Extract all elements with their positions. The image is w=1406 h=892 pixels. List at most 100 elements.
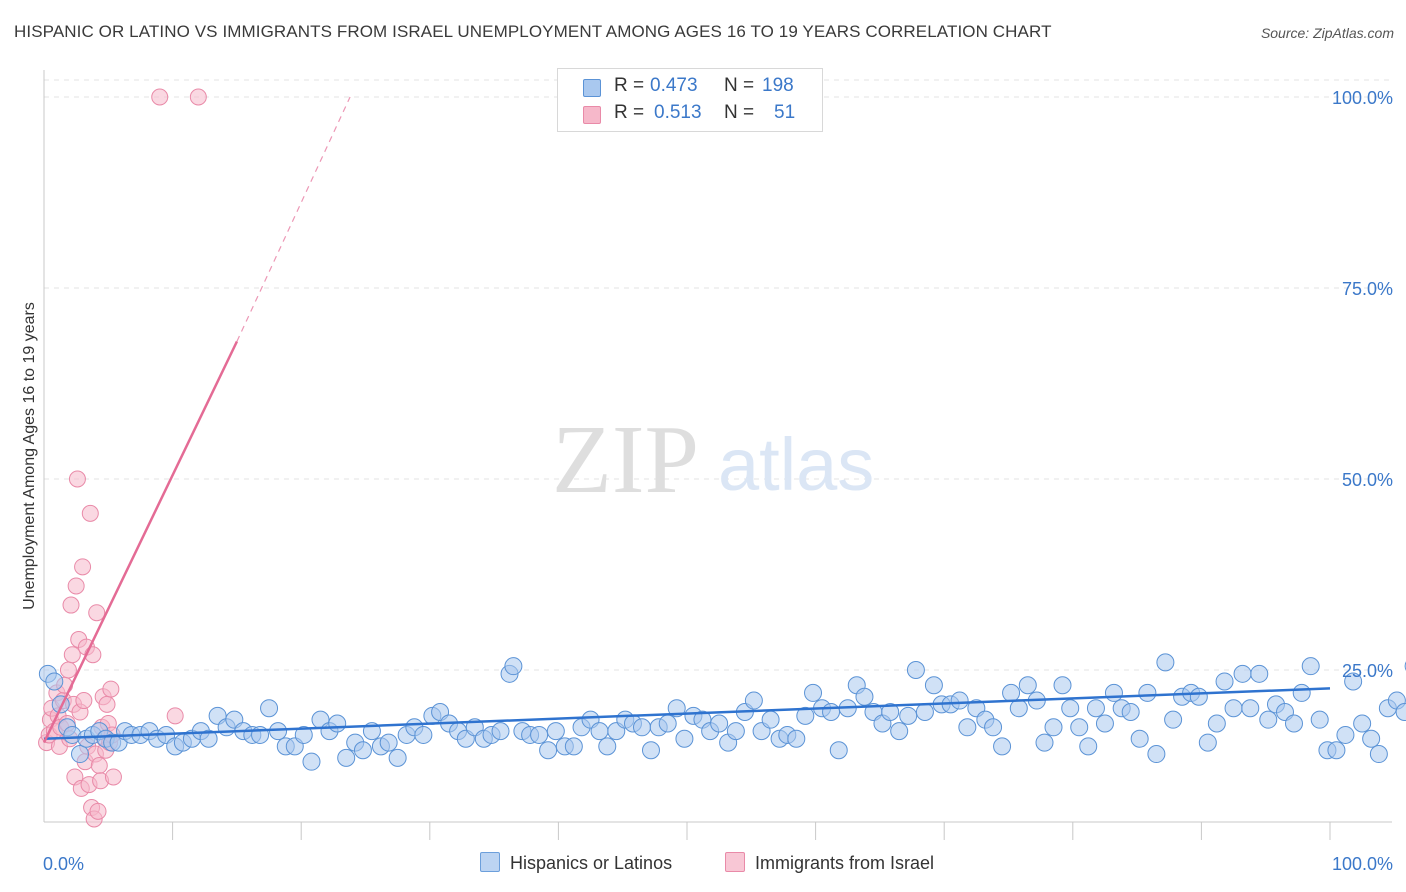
point-hispanics-or-latinos (546, 722, 565, 741)
point-hispanics-or-latinos (804, 683, 823, 702)
point-hispanics-or-latinos (504, 657, 523, 676)
point-hispanics-or-latinos (1207, 714, 1226, 733)
point-hispanics-or-latinos (675, 729, 694, 748)
point-hispanics-or-latinos (1147, 745, 1166, 764)
point-immigrants-from-israel (62, 596, 80, 614)
legend-item-israel: Immigrants from Israel (725, 852, 934, 874)
point-hispanics-or-latinos (906, 661, 925, 679)
point-hispanics-or-latinos (414, 725, 433, 744)
point-hispanics-or-latinos (1044, 718, 1063, 737)
trend-lines (42, 96, 1331, 744)
trend-line-israel-extension (236, 96, 351, 342)
y-tick-labels: 25.0% 50.0% 75.0% 100.0% (1332, 88, 1393, 681)
point-hispanics-or-latinos (924, 676, 943, 695)
r-value: 0.473 (650, 75, 698, 96)
point-hispanics-or-latinos (761, 710, 780, 729)
point-hispanics-or-latinos (1079, 737, 1098, 756)
point-hispanics-or-latinos (1061, 699, 1080, 718)
point-hispanics-or-latinos (1095, 714, 1114, 733)
legend-label-israel: Immigrants from Israel (755, 853, 935, 873)
point-hispanics-or-latinos (1241, 699, 1260, 718)
point-immigrants-from-israel (81, 504, 99, 522)
point-hispanics-or-latinos (855, 687, 874, 706)
point-hispanics-or-latinos (598, 737, 617, 756)
legend-item-hispanics: Hispanics or Latinos (480, 852, 672, 874)
point-hispanics-or-latinos (829, 741, 848, 760)
x-tick-label-max: 100.0% (1332, 854, 1393, 874)
point-hispanics-or-latinos (1224, 699, 1243, 718)
r-label: R = (614, 102, 645, 123)
point-hispanics-or-latinos (710, 714, 729, 733)
point-hispanics-or-latinos (539, 741, 558, 760)
point-hispanics-or-latinos (45, 672, 64, 691)
point-immigrants-from-israel (75, 692, 93, 710)
point-hispanics-or-latinos (1395, 703, 1406, 722)
point-hispanics-or-latinos (379, 733, 398, 752)
stats-swatch-pink (583, 106, 601, 124)
point-hispanics-or-latinos (993, 737, 1012, 756)
point-hispanics-or-latinos (915, 703, 934, 722)
watermark: ZIP atlas (552, 406, 874, 514)
point-immigrants-from-israel (68, 470, 86, 488)
y-tick-label: 75.0% (1342, 279, 1393, 299)
point-hispanics-or-latinos (1002, 683, 1021, 702)
point-hispanics-or-latinos (1301, 657, 1320, 676)
point-hispanics-or-latinos (1284, 714, 1303, 733)
point-hispanics-or-latinos (950, 691, 969, 710)
point-hispanics-or-latinos (1053, 676, 1072, 695)
n-label: N = (724, 75, 755, 96)
point-immigrants-from-israel (89, 802, 107, 820)
point-immigrants-from-israel (166, 707, 184, 725)
y-tick-label: 50.0% (1342, 470, 1393, 490)
r-label: R = (614, 75, 645, 96)
axes (43, 70, 1392, 840)
series-hispanics-or-latinos (38, 653, 1406, 771)
point-immigrants-from-israel (90, 757, 108, 774)
watermark-zip: ZIP (552, 406, 699, 514)
point-immigrants-from-israel (88, 604, 106, 622)
point-hispanics-or-latinos (984, 718, 1003, 737)
point-hispanics-or-latinos (1215, 672, 1234, 691)
point-hispanics-or-latinos (899, 706, 918, 725)
gridlines (44, 79, 1392, 671)
point-hispanics-or-latinos (744, 691, 763, 710)
point-hispanics-or-latinos (1130, 729, 1149, 748)
point-hispanics-or-latinos (1233, 664, 1252, 683)
point-hispanics-or-latinos (530, 725, 549, 744)
source-label: Source: ZipAtlas.com (1260, 25, 1394, 41)
point-hispanics-or-latinos (667, 699, 686, 718)
point-hispanics-or-latinos (71, 745, 90, 764)
point-hispanics-or-latinos (1362, 729, 1381, 748)
point-hispanics-or-latinos (491, 722, 510, 741)
point-hispanics-or-latinos (796, 706, 815, 725)
point-hispanics-or-latinos (787, 729, 806, 748)
point-hispanics-or-latinos (337, 748, 356, 767)
point-hispanics-or-latinos (260, 699, 279, 718)
point-hispanics-or-latinos (294, 725, 313, 744)
point-hispanics-or-latinos (1189, 687, 1208, 706)
point-hispanics-or-latinos (1070, 718, 1089, 737)
point-hispanics-or-latinos (632, 718, 651, 737)
x-tick-label-min: 0.0% (43, 854, 84, 874)
point-hispanics-or-latinos (1198, 733, 1217, 752)
point-hispanics-or-latinos (1018, 676, 1037, 695)
point-immigrants-from-israel (63, 646, 81, 664)
point-immigrants-from-israel (102, 680, 120, 698)
point-hispanics-or-latinos (658, 714, 677, 733)
point-hispanics-or-latinos (881, 703, 900, 722)
point-hispanics-or-latinos (890, 722, 909, 741)
point-hispanics-or-latinos (726, 722, 745, 741)
legend-swatch-pink (725, 852, 745, 872)
point-immigrants-from-israel (74, 558, 92, 576)
n-value: 51 (774, 102, 796, 123)
point-hispanics-or-latinos (302, 752, 321, 771)
point-hispanics-or-latinos (1104, 683, 1123, 702)
point-hispanics-or-latinos (564, 737, 583, 756)
chart-title: HISPANIC OR LATINO VS IMMIGRANTS FROM IS… (14, 22, 1052, 41)
watermark-atlas: atlas (718, 423, 874, 506)
point-hispanics-or-latinos (1156, 653, 1175, 672)
n-value: 198 (762, 75, 794, 96)
point-hispanics-or-latinos (1327, 741, 1346, 760)
point-immigrants-from-israel (67, 577, 85, 595)
